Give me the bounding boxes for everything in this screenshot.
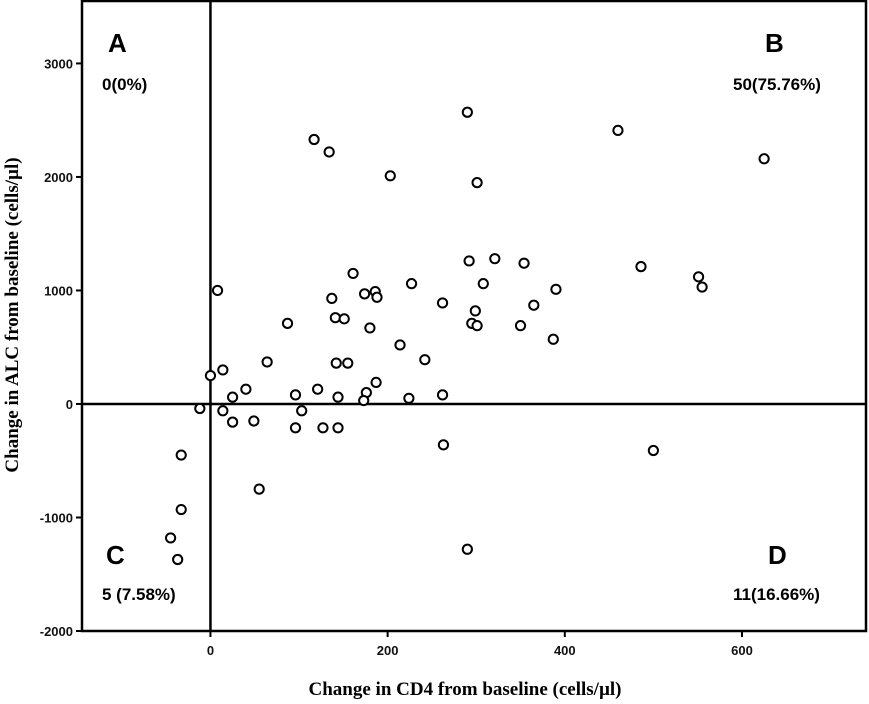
y-tick-label: 3000 [44, 56, 73, 71]
data-point [394, 339, 406, 351]
data-point [164, 532, 177, 544]
data-point [635, 261, 647, 273]
data-point [463, 255, 475, 267]
data-point [226, 416, 239, 428]
data-point [437, 439, 450, 451]
data-point [461, 543, 473, 555]
data-point [514, 320, 527, 332]
data-point [175, 449, 187, 461]
data-point [612, 124, 624, 137]
data-point [338, 313, 350, 325]
data-point [696, 281, 708, 293]
y-tick-label: 1000 [44, 283, 73, 298]
data-point [323, 146, 335, 158]
x-axis-ticks: 0 200 400 600 [207, 631, 753, 658]
data-point [471, 320, 483, 332]
data-point [248, 415, 260, 427]
data-point [194, 402, 206, 415]
data-point [518, 257, 530, 269]
data-point [550, 283, 562, 295]
data-point [308, 133, 320, 146]
data-point [647, 444, 659, 457]
data-point [332, 422, 344, 434]
quadrant-a-letter: A [108, 28, 127, 58]
data-point [461, 106, 473, 118]
data-point [358, 288, 371, 300]
data-point [261, 356, 273, 368]
quadrant-c-letter: C [106, 540, 125, 570]
data-point [477, 278, 489, 290]
y-tick-label: -1000 [40, 510, 73, 525]
quadrant-b-count: 50(75.76%) [733, 75, 821, 94]
data-point [405, 278, 418, 290]
quadrant-b-letter: B [765, 28, 784, 58]
data-point [312, 383, 324, 395]
y-axis-ticks: -2000 -1000 0 1000 2000 3000 [40, 56, 82, 639]
data-point [317, 422, 329, 434]
data-point [371, 291, 383, 303]
y-axis-title: Change in ALC from baseline (cells/µl) [2, 157, 23, 472]
data-points [164, 106, 770, 566]
data-point [471, 177, 483, 189]
data-point [289, 422, 302, 434]
data-point [329, 312, 341, 324]
data-point [436, 389, 449, 401]
data-point [358, 394, 370, 407]
quadrant-a-count: 0(0%) [102, 75, 147, 94]
data-point [469, 305, 481, 317]
data-point [384, 170, 396, 182]
data-point [240, 383, 252, 395]
data-point [330, 357, 342, 369]
quadrant-d-letter: D [768, 540, 787, 570]
data-point [211, 284, 224, 297]
data-point [281, 317, 294, 329]
data-point [419, 354, 431, 366]
data-point [370, 376, 382, 389]
y-tick-label: 0 [66, 397, 73, 412]
data-point [332, 391, 344, 403]
data-point [403, 392, 415, 404]
data-point [175, 503, 187, 516]
data-point [296, 405, 308, 417]
x-axis-title: Change in CD4 from baseline (cells/µl) [309, 679, 622, 700]
y-tick-label: -2000 [40, 624, 73, 639]
y-tick-label: 2000 [44, 170, 73, 185]
data-point [436, 297, 449, 309]
quadrant-d-count: 11(16.66%) [733, 585, 820, 604]
data-point [253, 483, 265, 495]
data-point [547, 333, 559, 345]
data-point [528, 299, 540, 311]
x-tick-label: 600 [731, 643, 753, 658]
data-point [172, 553, 184, 566]
data-point [289, 389, 302, 401]
data-point [364, 322, 376, 334]
data-point [342, 357, 354, 369]
x-tick-label: 0 [207, 643, 214, 658]
data-point [326, 292, 338, 305]
data-point [692, 271, 705, 283]
quadrant-c-count: 5 (7.58%) [102, 585, 176, 604]
data-point [489, 253, 501, 265]
x-tick-label: 400 [554, 643, 576, 658]
data-point [217, 364, 229, 376]
data-point [758, 153, 770, 165]
data-point [217, 405, 229, 417]
data-point [347, 267, 359, 280]
data-point [204, 369, 217, 382]
x-tick-label: 200 [377, 643, 399, 658]
data-point [226, 391, 239, 403]
